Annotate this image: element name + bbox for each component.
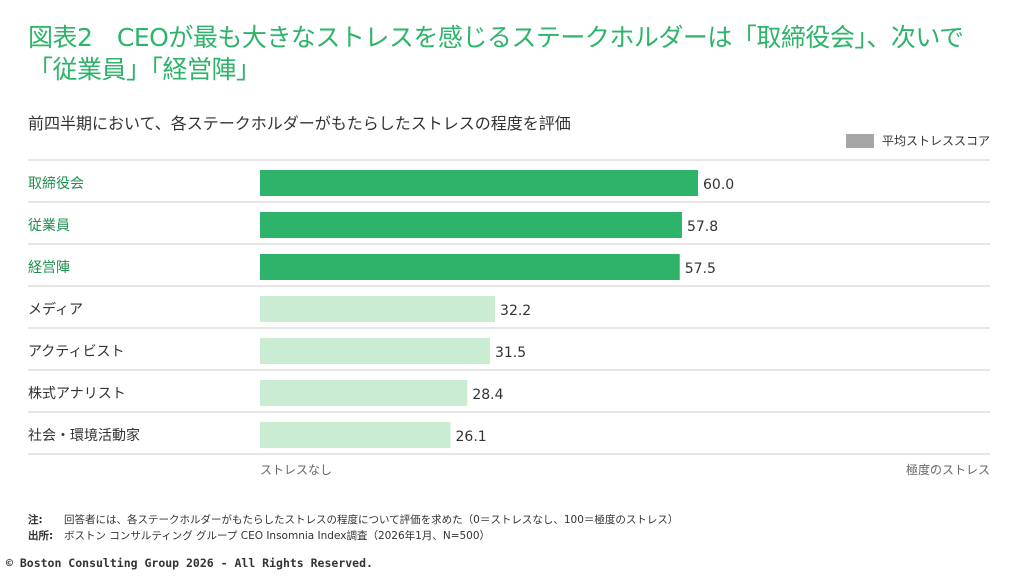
value-label: 26.1 <box>456 429 487 445</box>
bar <box>260 380 468 406</box>
bar <box>260 170 698 196</box>
bar <box>260 296 496 322</box>
copyright: © Boston Consulting Group 2026 - All Rig… <box>6 556 373 570</box>
chart-subtitle: 前四半期において、各ステークホルダーがもたらしたストレスの程度を評価 <box>28 114 571 133</box>
value-label: 32.2 <box>500 303 531 319</box>
category-label: 従業員 <box>28 218 70 234</box>
legend: 平均ストレススコア <box>845 132 990 149</box>
value-label: 31.5 <box>495 345 526 361</box>
x-axis-right-label: 極度のストレス <box>906 462 990 477</box>
legend-label: 平均ストレススコア <box>881 134 990 148</box>
value-label: 60.0 <box>703 177 734 193</box>
category-label: 経営陣 <box>28 260 70 276</box>
note-key: 注: <box>28 514 43 526</box>
source-key: 出所: <box>28 530 54 542</box>
value-label: 28.4 <box>472 387 503 403</box>
category-label: 社会・環境活動家 <box>28 427 140 444</box>
footnotes: 注: 回答者には、各ステークホルダーがもたらしたストレスの程度について評価を求め… <box>28 512 678 544</box>
category-label: メディア <box>28 301 83 318</box>
x-axis-left-label: ストレスなし <box>260 463 332 477</box>
note-text: 回答者には、各ステークホルダーがもたらしたストレスの程度について評価を求めた（0… <box>64 514 679 526</box>
category-label: 取締役会 <box>28 175 84 192</box>
bar <box>260 212 682 238</box>
source-text: ボストン コンサルティング グループ CEO Insomnia Index調査（… <box>64 530 491 542</box>
note-row: 注: 回答者には、各ステークホルダーがもたらしたストレスの程度について評価を求め… <box>28 512 678 528</box>
chart-title: 図表2 CEOが最も大きなストレスを感じるステークホルダーは「取締役会」、次いで… <box>28 23 964 84</box>
category-label: アクティビスト <box>28 344 124 360</box>
value-label: 57.8 <box>687 219 718 235</box>
bar <box>260 254 680 280</box>
category-label: 株式アナリスト <box>28 386 126 402</box>
legend-swatch <box>845 133 874 148</box>
bar <box>260 422 451 448</box>
source-row: 出所: ボストン コンサルティング グループ CEO Insomnia Inde… <box>28 528 678 544</box>
value-label: 57.5 <box>685 261 716 277</box>
bar <box>260 338 490 364</box>
